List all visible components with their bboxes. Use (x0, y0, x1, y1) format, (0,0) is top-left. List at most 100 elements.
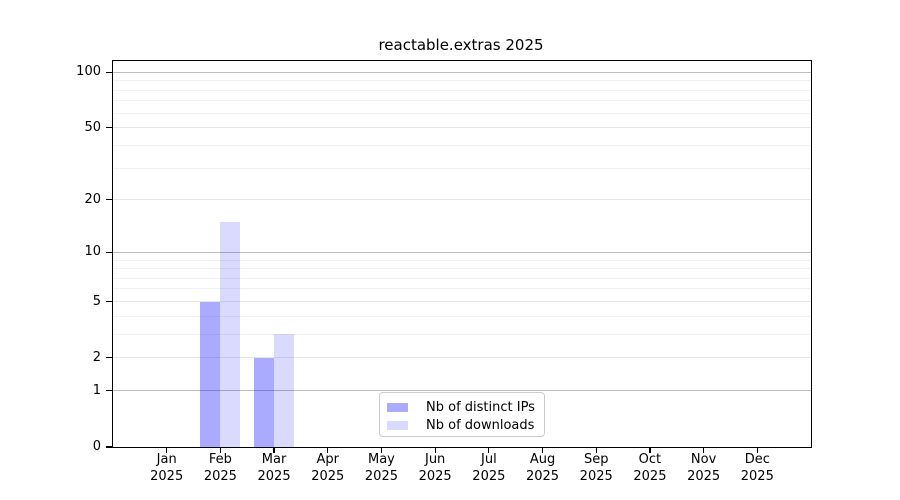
legend-swatch-downloads (387, 420, 408, 430)
bar-layer (113, 61, 811, 447)
x-tick-label-apr: Apr 2025 (296, 452, 360, 485)
y-gridline (113, 357, 811, 359)
y-minor-gridline (113, 315, 811, 317)
x-tick-mark (541, 447, 544, 453)
bar-downloads-mar (274, 334, 295, 447)
y-gridline (113, 301, 811, 302)
x-tick-mark (488, 447, 490, 453)
x-tick-label-jun: Jun 2025 (403, 452, 467, 485)
chart-title: reactable.extras 2025 (378, 36, 544, 54)
y-tick-label: 1 (92, 382, 101, 398)
y-minor-gridline (113, 333, 811, 335)
x-tick-year: 2025 (687, 468, 721, 484)
x-tick-year: 2025 (257, 468, 291, 484)
y-tick-mark (106, 199, 113, 201)
bar-distinct-ips-feb (200, 301, 221, 447)
y-gridline (113, 127, 811, 129)
x-tick-year: 2025 (740, 468, 774, 484)
bar-distinct-ips-mar (254, 357, 275, 447)
y-tick-label: 2 (92, 349, 101, 365)
y-tick-mark (106, 251, 113, 253)
x-tick-label-may: May 2025 (349, 452, 413, 485)
y-tick-mark (106, 300, 113, 303)
x-tick-mark (273, 447, 275, 453)
y-tick-label: 0 (92, 439, 101, 454)
x-tick-month: Sep (583, 452, 609, 467)
x-tick-month: Oct (638, 452, 662, 467)
x-tick-month: Aug (529, 452, 556, 467)
y-tick-label: 20 (84, 191, 101, 207)
x-tick-mark (219, 447, 221, 453)
legend-item-distinct-ips: Nb of distinct IPs (380, 398, 544, 416)
x-tick-year: 2025 (203, 468, 237, 484)
x-tick-label-sep: Sep 2025 (564, 452, 628, 485)
y-tick-label: 5 (92, 293, 101, 309)
y-tick-label: 10 (84, 244, 101, 260)
x-tick-month: May (368, 452, 395, 467)
y-minor-gridline (113, 288, 811, 290)
x-tick-mark (756, 447, 758, 453)
x-tick-mark (649, 447, 651, 453)
x-tick-label-oct: Oct 2025 (618, 452, 682, 485)
y-minor-gridline (113, 259, 811, 261)
x-tick-year: 2025 (364, 468, 398, 484)
y-tick-mark (106, 71, 113, 73)
x-tick-month: Nov (690, 452, 717, 467)
x-tick-year: 2025 (311, 468, 345, 484)
legend-label-distinct-ips: Nb of distinct IPs (426, 399, 535, 415)
x-tick-year: 2025 (633, 468, 667, 484)
y-minor-gridline (113, 100, 811, 102)
legend-item-downloads: Nb of downloads (380, 416, 544, 434)
y-minor-gridline (113, 80, 811, 82)
x-tick-mark (703, 447, 705, 453)
gridline-layer (113, 61, 811, 447)
y-gridline (113, 251, 811, 253)
x-tick-label-dec: Dec 2025 (725, 452, 789, 485)
x-tick-year: 2025 (418, 468, 452, 484)
x-tick-label-nov: Nov 2025 (672, 452, 736, 485)
legend-label-downloads: Nb of downloads (426, 417, 535, 433)
x-tick-label-jul: Jul 2025 (457, 452, 521, 485)
y-gridline (113, 390, 811, 392)
x-tick-month: Jun (424, 452, 446, 467)
x-tick-mark (595, 447, 597, 453)
plot-area: 0 1 2 5 10 20 50 100 Jan 2025 Feb 2025 Mar 2025 Apr 202… (76, 60, 812, 484)
y-gridline (113, 199, 811, 201)
legend-swatch-distinct-ips (387, 402, 408, 412)
y-minor-gridline (113, 112, 811, 114)
y-tick-mark (106, 390, 113, 392)
axis-layer: 0 1 2 5 10 20 50 100 Jan 2025 Feb 2025 Mar 2025 Apr 202… (76, 61, 811, 483)
y-minor-gridline (113, 144, 811, 146)
x-tick-label-aug: Aug 2025 (511, 452, 575, 485)
x-tick-month: Feb (208, 452, 232, 467)
y-minor-gridline (113, 277, 811, 279)
y-minor-gridline (113, 268, 811, 270)
y-tick-mark (106, 357, 113, 359)
x-tick-year: 2025 (525, 468, 560, 484)
x-tick-year: 2025 (579, 468, 613, 484)
x-tick-mark (380, 447, 383, 453)
x-tick-label-mar: Mar 2025 (242, 452, 306, 485)
x-tick-year: 2025 (150, 468, 184, 484)
x-tick-month: Apr (316, 452, 340, 467)
x-tick-month: Mar (261, 452, 287, 467)
x-tick-mark (434, 447, 436, 453)
y-tick-label: 100 (76, 64, 101, 80)
x-tick-month: Dec (744, 452, 770, 467)
legend: Nb of distinct IPs Nb of downloads (379, 392, 545, 437)
y-gridline (113, 71, 811, 73)
y-minor-gridline (113, 89, 811, 91)
x-tick-year: 2025 (472, 468, 506, 484)
bar-downloads-feb (220, 221, 241, 447)
x-tick-mark (327, 447, 329, 453)
x-tick-mark (166, 447, 168, 453)
x-tick-month: Jul (481, 452, 497, 467)
y-tick-label: 50 (84, 119, 101, 135)
x-tick-month: Jan (156, 452, 177, 467)
y-minor-gridline (113, 167, 811, 169)
x-tick-label-feb: Feb 2025 (188, 452, 252, 485)
x-tick-label-jan: Jan 2025 (135, 452, 199, 485)
y-tick-mark (106, 446, 113, 448)
y-tick-mark (106, 127, 113, 129)
